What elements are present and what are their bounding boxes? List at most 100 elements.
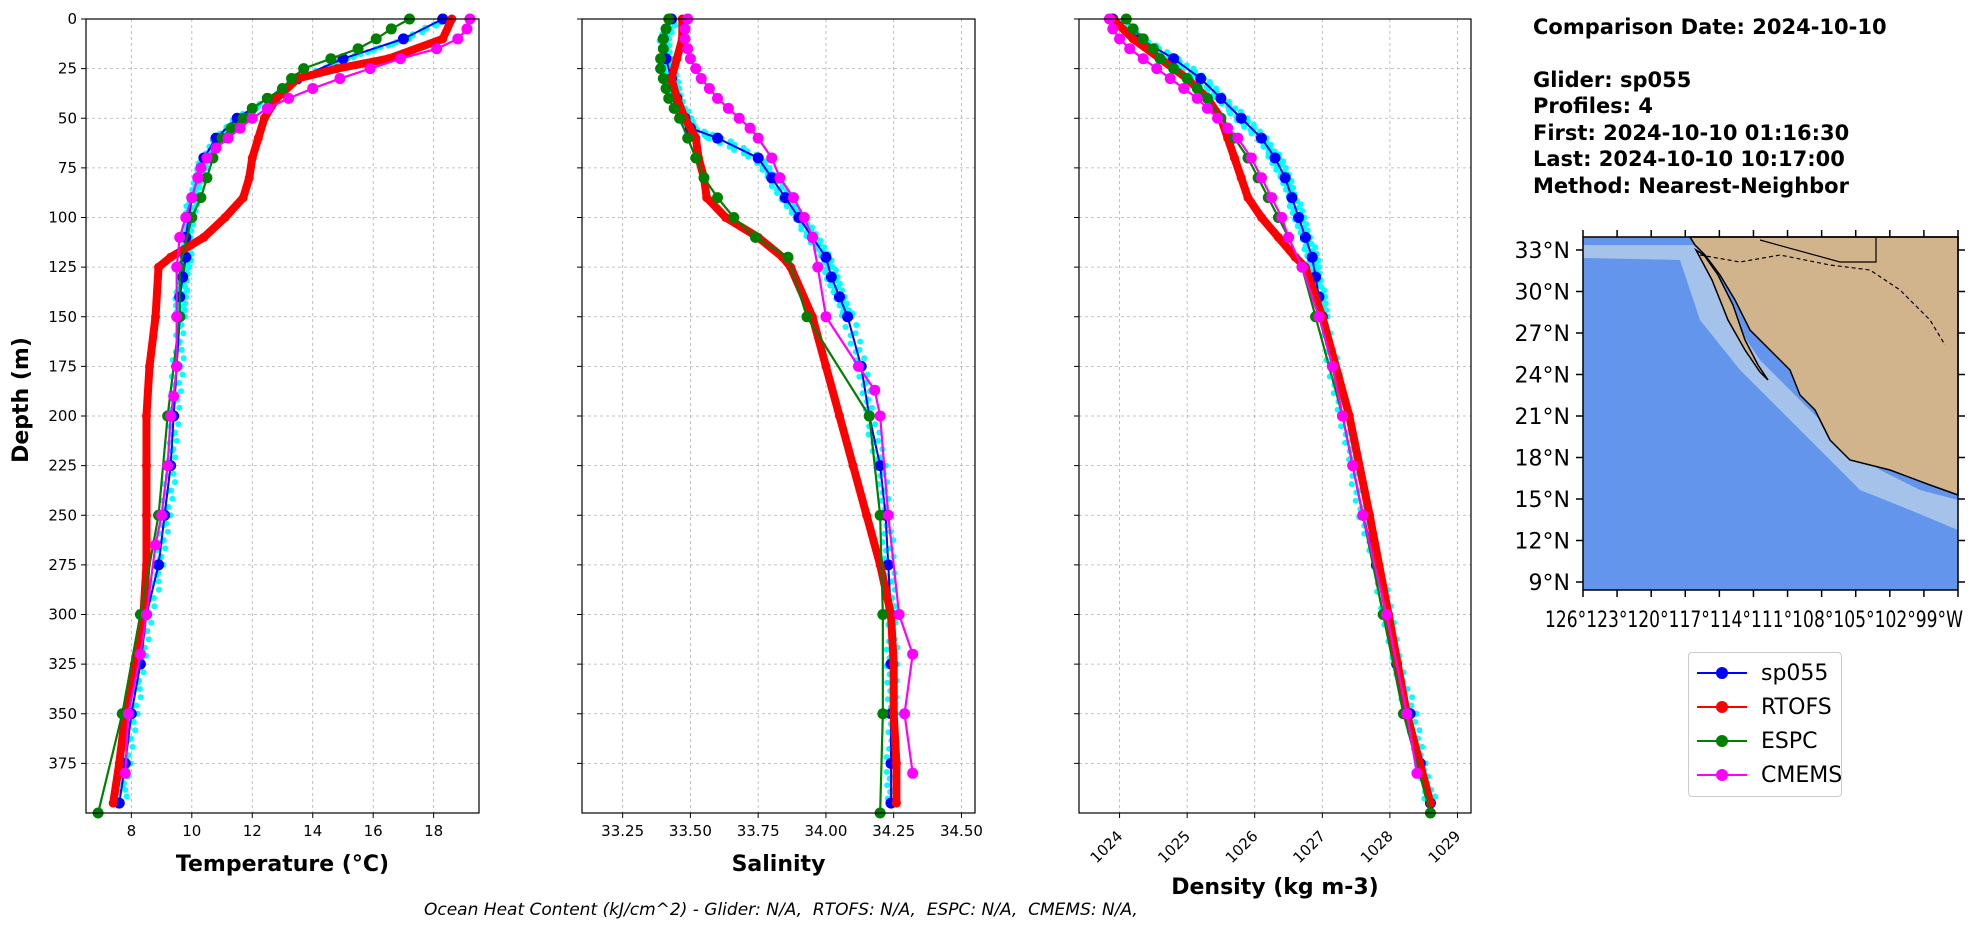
series-point-cmems [1381, 609, 1393, 620]
series-point-cmems [186, 192, 198, 204]
series-point-rtofs [886, 610, 896, 619]
map-lat-label: 27°N [1515, 322, 1570, 347]
glider-raw-point [884, 679, 891, 686]
x-tick-label: 8 [127, 822, 137, 840]
glider-raw-point [883, 754, 890, 761]
series-point-cmems [1276, 212, 1288, 223]
series-point-espc [690, 152, 702, 164]
series-point-sp055 [1299, 231, 1311, 243]
series-point-rtofs [672, 93, 682, 103]
glider-raw-point [759, 166, 766, 173]
series-point-rtofs [1128, 34, 1138, 44]
map-lat-ticks: 33°N 30°N 27°N 24°N 21°N 18°N 15°N 12°N 9°N [1515, 230, 1965, 597]
series-point-rtofs [199, 232, 209, 242]
glider-raw-point [169, 495, 176, 502]
glider-raw-point [1301, 246, 1308, 253]
map-lat-label: 30°N [1515, 281, 1570, 306]
series-point-cmems [882, 509, 894, 521]
series-point-sp055 [1269, 152, 1281, 164]
series-point-rtofs [1273, 232, 1283, 242]
glider-raw-point [123, 793, 130, 800]
series-point-cmems [907, 767, 919, 779]
series-point-cmems [261, 102, 273, 114]
glider-raw-point [136, 685, 143, 692]
series-point-rtofs [691, 133, 701, 143]
glider-raw-point [1294, 223, 1301, 230]
series-point-cmems [246, 112, 258, 124]
series-point-rtofs [141, 510, 151, 520]
series-point-sp055 [820, 251, 832, 263]
series-point-cmems [820, 311, 832, 323]
glider-raw-point [1282, 186, 1289, 193]
series-point-espc [657, 43, 669, 55]
series-point-cmems [119, 767, 131, 779]
y-tick-label: 275 [48, 556, 77, 574]
series-point-espc [1168, 63, 1180, 75]
map-baja [1694, 247, 1769, 381]
series-point-sp055 [1235, 112, 1247, 124]
series-point-rtofs [891, 798, 901, 808]
series-line-cmems [683, 18, 914, 774]
glider-raw-point [196, 184, 203, 191]
series-point-cmems [364, 63, 376, 75]
glider-raw-point [827, 282, 834, 289]
glider-raw-point [155, 586, 162, 593]
map-border-north [1759, 237, 1877, 263]
glider-raw-point [1409, 694, 1416, 701]
series-point-sp055 [1255, 132, 1267, 144]
series-line-rtofs [1109, 16, 1435, 805]
glider-raw-point [168, 487, 175, 494]
series-point-rtofs [438, 34, 448, 44]
series-point-cmems [1255, 172, 1267, 184]
series-point-cmems [733, 112, 745, 124]
glider-raw-point [672, 22, 679, 29]
series-point-cmems [222, 132, 234, 144]
glider-raw-point [151, 603, 158, 610]
series-point-cmems [682, 43, 694, 55]
y-tick-label: 25 [58, 60, 77, 78]
glider-raw-point [1248, 130, 1255, 137]
x-tick-label: 1029 [1425, 827, 1465, 867]
series-point-sp055 [1279, 172, 1291, 184]
series-point-rtofs [247, 153, 257, 163]
series-point-cmems [1337, 410, 1349, 422]
series-point-cmems [195, 162, 207, 174]
series-point-rtofs [144, 361, 154, 371]
series-point-sp055 [779, 192, 791, 204]
series-point-espc [698, 172, 710, 184]
series-point-espc [728, 212, 740, 223]
glider-raw-point [705, 135, 712, 142]
map-panel: 33°N 30°N 27°N 24°N 21°N 18°N 15°N 12°N 9°N 126°… [1515, 230, 1965, 633]
glider-raw-point [162, 545, 169, 552]
series-point-espc [660, 23, 672, 35]
temperature-panel: 0 25 50 75 100 125 150 175 200 225 250 275 300 325 350… [48, 10, 480, 877]
map-lat-label: 9°N [1529, 571, 1570, 596]
series-point-cmems [150, 539, 162, 551]
x-tick-label: 34.00 [804, 822, 847, 840]
series-point-cmems [162, 460, 174, 472]
series-point-cmems [869, 384, 881, 396]
legend: sp055 RTOFS ESPC CMEMS [1688, 652, 1842, 797]
series-point-cmems [283, 92, 295, 104]
glider-raw-point [768, 183, 775, 190]
glider-raw-point [1419, 743, 1426, 750]
legend-label: CMEMS [1761, 762, 1843, 788]
series-point-cmems [1411, 767, 1423, 779]
x-axis-label: Temperature (°C) [176, 852, 389, 877]
profile-count: Profiles: 4 [1533, 94, 1654, 118]
series-point-rtofs [848, 461, 858, 471]
series-point-rtofs [672, 54, 682, 64]
x-tick-label: 33.75 [737, 822, 780, 840]
series-point-sp055 [825, 271, 837, 283]
y-tick-label: 300 [48, 606, 77, 624]
series-point-espc [712, 192, 724, 204]
series-point-cmems [307, 82, 319, 94]
series-point-rtofs [1256, 213, 1266, 222]
series-point-cmems [766, 152, 778, 164]
glider-raw-point [884, 696, 891, 703]
series-point-espc [246, 102, 258, 114]
glider-raw-point [1278, 161, 1285, 168]
series-line-rtofs [109, 17, 456, 804]
series-point-cmems [679, 23, 691, 35]
